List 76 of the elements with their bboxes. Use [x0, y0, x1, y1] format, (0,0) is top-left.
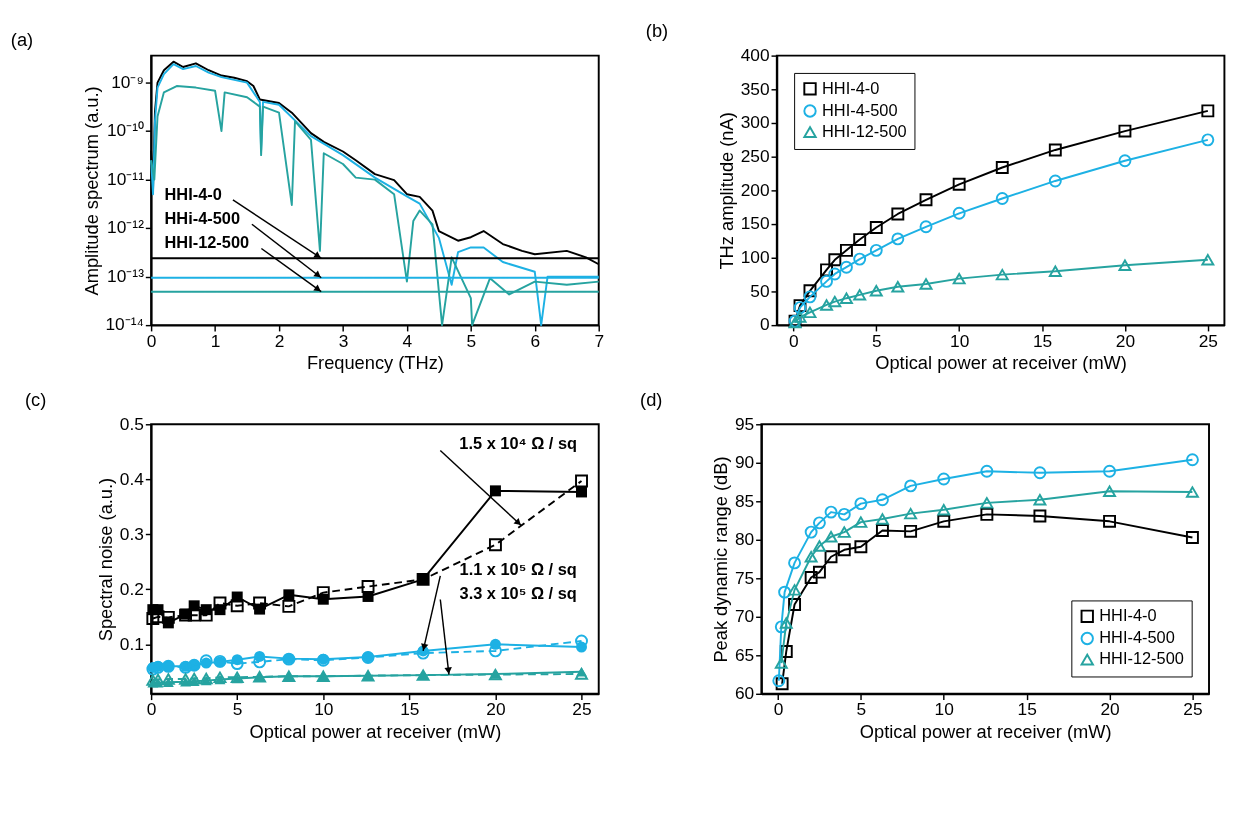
x-tick-label: 20 [1115, 330, 1136, 351]
y-axis-title: Peak dynamic range (dB) [710, 456, 732, 663]
y-tick-label: 0.2 [119, 578, 144, 599]
y-tick-label: 150 [740, 213, 770, 234]
y-tick-label: 10⁻¹² [107, 217, 145, 238]
x-axis-title: Frequency (THz) [306, 351, 444, 373]
annotation: HHi-4-500 [164, 209, 241, 228]
y-tick-label: 0.1 [119, 633, 144, 654]
y-tick-label: 75 [734, 567, 755, 588]
y-tick-label: 70 [734, 606, 755, 627]
annotation: HHI-4-0 [164, 184, 222, 203]
annotation: 3.3 x 10⁵ Ω / sq [459, 583, 577, 602]
x-tick-label: 15 [1032, 330, 1053, 351]
y-tick-label: 400 [740, 44, 770, 65]
y-tick-label: 0.4 [119, 468, 145, 489]
x-tick-label: 3 [338, 330, 349, 351]
y-tick-label: 0.5 [119, 413, 144, 434]
y-axis-title: Amplitude spectrum (a.u.) [80, 86, 102, 296]
x-tick-label: 15 [1017, 699, 1037, 720]
x-tick-label: 7 [594, 330, 605, 351]
x-tick-label: 25 [1183, 699, 1203, 720]
x-axis-title: Optical power at receiver (mW) [875, 351, 1127, 373]
y-axis-title: THz amplitude (nA) [715, 112, 737, 270]
x-tick-label: 20 [486, 699, 506, 720]
x-tick-label: 5 [856, 699, 867, 720]
legend-label: HHI-4-500 [822, 100, 898, 119]
x-tick-label: 1 [210, 330, 221, 351]
chart-title: (a) [10, 29, 34, 50]
y-tick-label: 0.3 [119, 523, 144, 544]
x-tick-label: 5 [232, 699, 243, 720]
annotation: 1.5 x 10⁴ Ω / sq [459, 434, 577, 453]
chart-title: (d) [640, 389, 663, 411]
legend-label: HHI-4-0 [1099, 606, 1157, 625]
x-tick-label: 5 [871, 330, 882, 351]
x-tick-label: 5 [466, 330, 477, 351]
legend-label: HHI-12-500 [822, 121, 907, 140]
x-axis-title: Optical power at receiver (mW) [859, 720, 1112, 742]
y-tick-label: 80 [734, 529, 755, 550]
y-tick-label: 10⁻⁹ [111, 71, 144, 92]
x-axis-title: Optical power at receiver (mW) [249, 720, 502, 742]
chart-title: (c) [25, 389, 47, 411]
y-tick-label: 10⁻¹¹ [107, 168, 145, 189]
legend-label: HHI-12-500 [1099, 649, 1184, 668]
x-tick-label: 10 [314, 699, 334, 720]
y-tick-label: 60 [734, 683, 755, 704]
y-axis-title: Spectral noise (a.u.) [95, 477, 117, 642]
y-tick-label: 50 [750, 280, 770, 301]
y-tick-label: 85 [734, 490, 755, 511]
annotation: HHI-12-500 [164, 233, 250, 252]
x-tick-label: 0 [773, 699, 784, 720]
x-tick-label: 6 [530, 330, 541, 351]
x-tick-label: 2 [274, 330, 285, 351]
x-tick-label: 0 [789, 330, 799, 351]
y-tick-label: 90 [734, 452, 755, 473]
y-tick-label: 10⁻¹³ [107, 265, 145, 286]
x-tick-label: 10 [950, 330, 970, 351]
annotation: 1.1 x 10⁵ Ω / sq [459, 559, 577, 578]
y-tick-label: 100 [740, 247, 770, 268]
x-tick-label: 4 [402, 330, 413, 351]
y-tick-label: 300 [740, 112, 770, 133]
x-tick-label: 20 [1100, 699, 1120, 720]
y-tick-label: 0 [759, 314, 770, 335]
legend-label: HHI-4-500 [1099, 628, 1175, 647]
y-tick-label: 350 [740, 78, 770, 99]
x-tick-label: 15 [400, 699, 420, 720]
y-tick-label: 10⁻¹⁴ [105, 314, 144, 335]
y-tick-label: 95 [734, 413, 755, 434]
y-tick-label: 10⁻¹⁰ [106, 120, 144, 141]
chart-title: (b) [645, 20, 669, 42]
x-tick-label: 25 [572, 699, 592, 720]
x-tick-label: 10 [934, 699, 954, 720]
legend-label: HHI-4-0 [822, 78, 880, 97]
y-tick-label: 200 [740, 179, 770, 200]
y-tick-label: 250 [740, 145, 770, 166]
y-tick-label: 65 [734, 644, 755, 665]
x-tick-label: 25 [1198, 330, 1218, 351]
